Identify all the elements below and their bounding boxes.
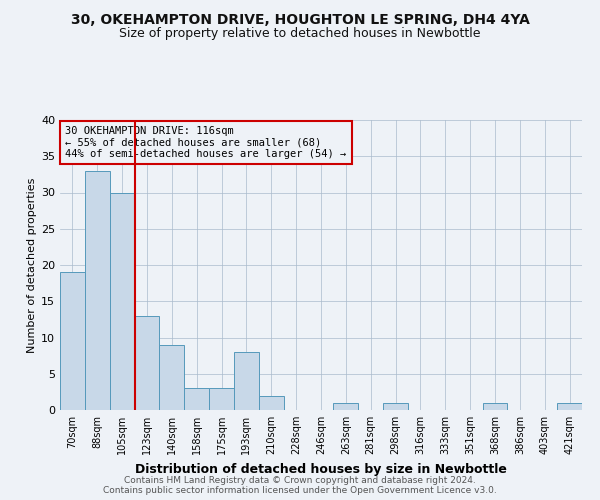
Text: Size of property relative to detached houses in Newbottle: Size of property relative to detached ho… — [119, 28, 481, 40]
Bar — [334, 403, 358, 410]
Text: Contains HM Land Registry data © Crown copyright and database right 2024.
Contai: Contains HM Land Registry data © Crown c… — [103, 476, 497, 495]
Bar — [85, 171, 110, 410]
Bar — [184, 388, 209, 410]
Bar — [234, 352, 259, 410]
Text: 30 OKEHAMPTON DRIVE: 116sqm
← 55% of detached houses are smaller (68)
44% of sem: 30 OKEHAMPTON DRIVE: 116sqm ← 55% of det… — [65, 126, 346, 159]
Bar — [160, 345, 184, 410]
Y-axis label: Number of detached properties: Number of detached properties — [27, 178, 37, 352]
Bar — [259, 396, 284, 410]
Bar — [110, 192, 134, 410]
Bar — [482, 403, 508, 410]
Bar — [383, 403, 408, 410]
X-axis label: Distribution of detached houses by size in Newbottle: Distribution of detached houses by size … — [135, 462, 507, 475]
Bar — [209, 388, 234, 410]
Bar — [557, 403, 582, 410]
Text: 30, OKEHAMPTON DRIVE, HOUGHTON LE SPRING, DH4 4YA: 30, OKEHAMPTON DRIVE, HOUGHTON LE SPRING… — [71, 12, 529, 26]
Bar — [134, 316, 160, 410]
Bar — [60, 272, 85, 410]
